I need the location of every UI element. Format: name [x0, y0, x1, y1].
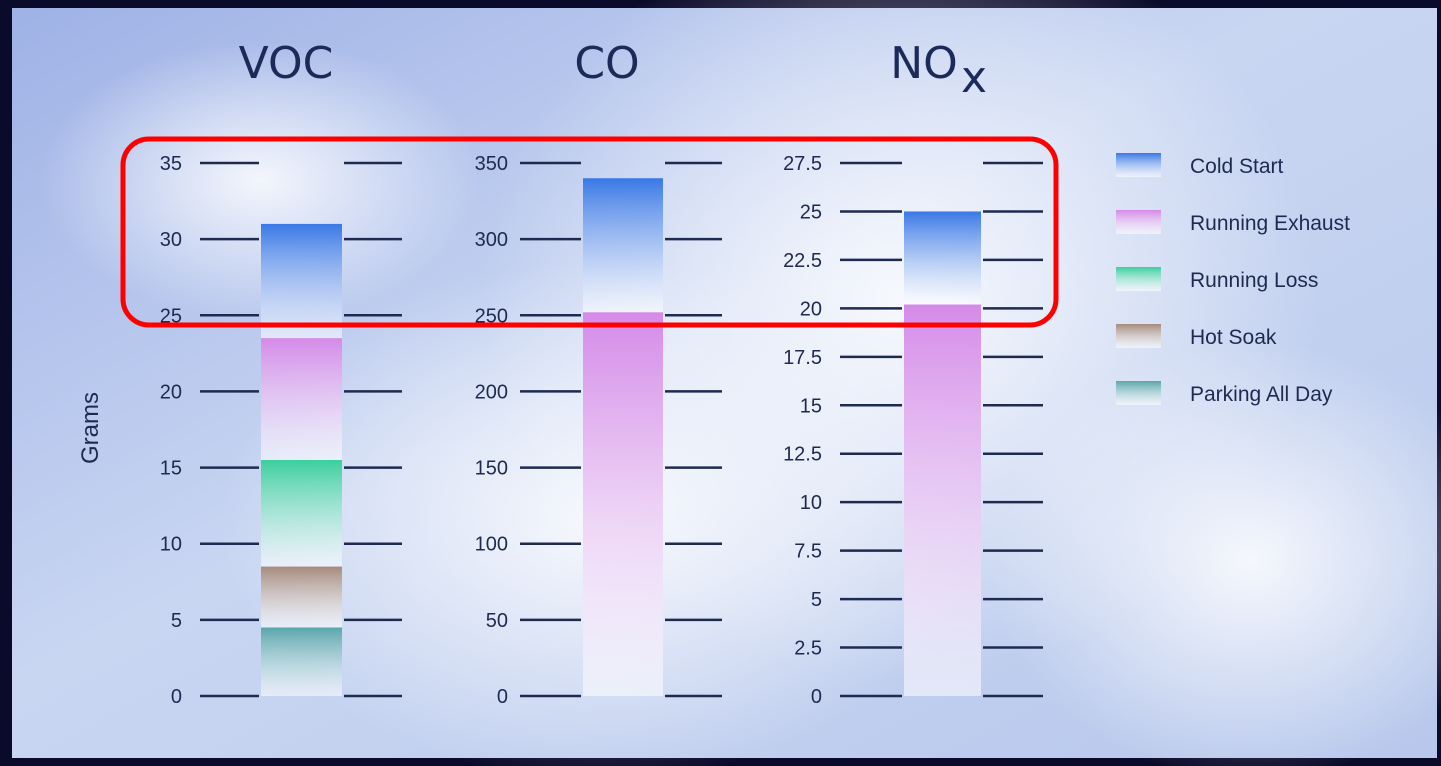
legend-item-hot-soak: Hot Soak [1116, 324, 1277, 349]
tick-label: 300 [475, 229, 508, 251]
panel-nox: 0 2.5 5 7.5 10 12.5 15 17.5 20 22.5 25 27.5 [783, 153, 1043, 708]
legend-swatch [1116, 267, 1161, 291]
bar-segment-cold-start [261, 223, 342, 339]
highlight-box [120, 136, 1059, 328]
tick-label: 25 [800, 201, 822, 223]
tick-label: 17.5 [783, 347, 822, 369]
tick-label: 12.5 [783, 444, 822, 466]
tick-label: 10 [160, 534, 182, 556]
tick-label: 0 [811, 686, 822, 708]
panel-title-co: CO [574, 38, 639, 89]
tick-label: 15 [800, 395, 822, 417]
bar-segment-cold-start [904, 211, 981, 305]
legend-label: Parking All Day [1190, 383, 1333, 406]
panel-title-voc: VOC [239, 38, 334, 89]
cloud-shape [990, 340, 1441, 766]
tick-label: 2.5 [794, 638, 822, 660]
panel-co: 0 50 100 150 200 250 300 350 [475, 153, 722, 708]
tick-label: 0 [171, 686, 182, 708]
legend-item-parking-all-day: Parking All Day [1116, 381, 1333, 406]
tick-label: 20 [160, 381, 182, 403]
bar-segment-parking-all-day [261, 627, 342, 696]
tick-label: 15 [160, 458, 182, 480]
bar-segment-hot-soak [261, 566, 342, 628]
legend-item-running-loss: Running Loss [1116, 267, 1318, 292]
bar-segment-running-exhaust [904, 304, 981, 696]
legend-swatch [1116, 324, 1161, 348]
panel-voc: 0 5 10 15 20 25 30 35 [160, 153, 402, 708]
legend-swatch [1116, 210, 1161, 234]
tick-label: 350 [475, 153, 508, 175]
tick-label: 10 [800, 492, 822, 514]
legend-label: Running Loss [1190, 269, 1318, 292]
legend-swatch [1116, 381, 1161, 405]
legend: Cold Start Running Exhaust Running Loss Hot… [1116, 153, 1350, 406]
legend-label: Hot Soak [1190, 326, 1277, 349]
tick-label: 5 [171, 610, 182, 632]
cloud-shape [40, 40, 480, 320]
tick-label: 100 [475, 534, 508, 556]
tick-label: 22.5 [783, 250, 822, 272]
bar-segment-cold-start [583, 178, 663, 313]
tick-label: 150 [475, 458, 508, 480]
tick-label: 200 [475, 381, 508, 403]
panel-title-nox-subscript: x [961, 52, 987, 103]
panels-layer: 0510152025303505010015020025030035002.55… [160, 153, 1043, 708]
tick-label: 30 [160, 229, 182, 251]
y-axis-label: Grams [77, 392, 104, 464]
legend-swatch [1116, 153, 1161, 177]
tick-label: 0 [497, 686, 508, 708]
legend-item-cold-start: Cold Start [1116, 153, 1284, 178]
tick-label: 50 [486, 610, 508, 632]
bar-segment-running-loss [261, 459, 342, 567]
tick-label: 5 [811, 589, 822, 611]
legend-label: Cold Start [1190, 155, 1284, 178]
tick-label: 27.5 [783, 153, 822, 175]
bar-segment-running-exhaust [583, 312, 663, 696]
panel-title-nox: NO [890, 38, 958, 89]
legend-item-running-exhaust: Running Exhaust [1116, 210, 1350, 235]
tick-label: 25 [160, 305, 182, 327]
bar-segment-running-exhaust [261, 338, 342, 460]
tick-label: 20 [800, 298, 822, 320]
tick-label: 35 [160, 153, 182, 175]
legend-label: Running Exhaust [1190, 212, 1350, 235]
tick-label: 7.5 [794, 541, 822, 563]
tick-label: 250 [475, 305, 508, 327]
